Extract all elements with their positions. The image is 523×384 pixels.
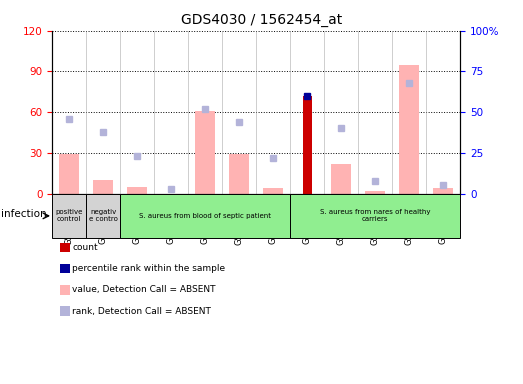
Bar: [59, 154, 79, 194]
Text: positive
control: positive control: [55, 209, 83, 222]
Bar: [86, 194, 120, 238]
Bar: [93, 180, 113, 194]
Bar: [229, 154, 249, 194]
Text: value, Detection Call = ABSENT: value, Detection Call = ABSENT: [72, 285, 215, 295]
Text: S. aureus from blood of septic patient: S. aureus from blood of septic patient: [139, 213, 271, 219]
Text: infection: infection: [1, 209, 47, 219]
Bar: [399, 65, 419, 194]
Text: GDS4030 / 1562454_at: GDS4030 / 1562454_at: [181, 13, 342, 27]
Bar: [263, 188, 283, 194]
Bar: [290, 194, 460, 238]
Bar: [195, 111, 215, 194]
Text: rank, Detection Call = ABSENT: rank, Detection Call = ABSENT: [72, 306, 211, 316]
Bar: [52, 194, 86, 238]
Text: S. aureus from nares of healthy
carriers: S. aureus from nares of healthy carriers: [320, 209, 430, 222]
Text: negativ
e contro: negativ e contro: [89, 209, 118, 222]
Text: percentile rank within the sample: percentile rank within the sample: [72, 264, 225, 273]
Bar: [120, 194, 290, 238]
Bar: [433, 188, 453, 194]
Bar: [331, 164, 351, 194]
Bar: [303, 96, 312, 194]
Text: count: count: [72, 243, 98, 252]
Bar: [365, 191, 385, 194]
Bar: [127, 187, 147, 194]
